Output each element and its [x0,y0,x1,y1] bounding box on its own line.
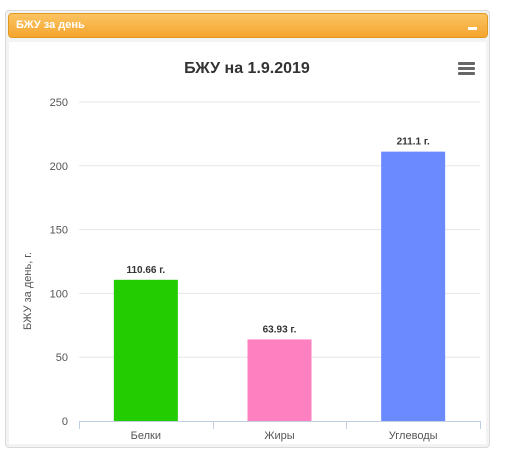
y-tick-label: 200 [50,161,68,173]
x-category-label: Углеводы [389,430,438,442]
bar-3[interactable] [381,151,446,421]
data-label: 110.66 г. [126,265,165,276]
y-tick-label: 100 [50,288,68,300]
bar-chart: БЖУ на 1.9.2019 0 50 100 150 200 250 110.66 г.… [22,60,481,442]
collapse-icon[interactable] [468,27,477,30]
data-label: 211.1 г. [397,137,430,148]
chart-card: БЖУ на 1.9.2019 0 50 100 150 200 250 110.66 г.… [9,42,486,444]
chart-title: БЖУ на 1.9.2019 [184,60,310,77]
bar-2[interactable] [247,339,312,421]
y-tick-label: 50 [56,352,68,364]
x-category-label: Жиры [264,430,294,442]
chart-menu-icon[interactable] [458,62,475,76]
data-label: 63.93 г. [263,324,297,335]
panel-header: БЖУ за день [8,13,488,38]
daily-macros-panel: БЖУ за день БЖУ на 1.9.2019 0 50 100 150 200… [5,10,490,448]
bar-1[interactable] [113,279,178,421]
y-tick-label: 150 [50,225,68,237]
x-category-label: Белки [131,430,161,442]
panel-title: БЖУ за день [16,19,85,31]
y-axis-title: БЖУ за день, г. [22,252,34,330]
y-tick-label: 250 [50,97,68,109]
y-tick-label: 0 [62,416,68,428]
